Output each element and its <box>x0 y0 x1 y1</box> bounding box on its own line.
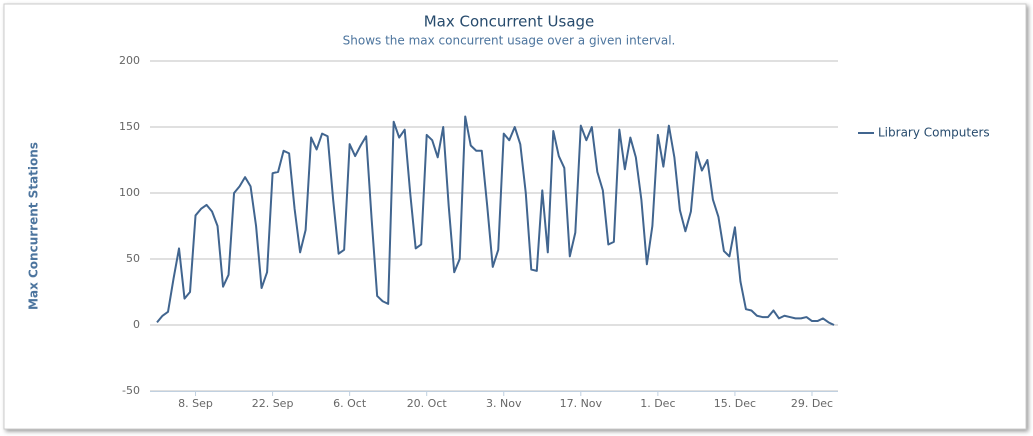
x-tick-label: 8. Sep <box>178 397 213 410</box>
y-axis-title: Max Concurrent Stations <box>27 142 41 310</box>
x-tick-label: 17. Nov <box>560 397 603 410</box>
x-tick-label: 3. Nov <box>486 397 522 410</box>
y-tick-label: -50 <box>122 384 140 397</box>
frame <box>3 3 1027 430</box>
legend-label: Library Computers <box>878 126 990 140</box>
x-tick-label: 6. Oct <box>333 397 367 410</box>
y-tick-label: 150 <box>119 120 140 133</box>
chart-title: Max Concurrent Usage <box>424 13 595 31</box>
x-tick-label: 29. Dec <box>791 397 833 410</box>
y-tick-label: 50 <box>126 252 140 265</box>
x-tick-label: 15. Dec <box>714 397 756 410</box>
y-tick-label: 0 <box>133 318 140 331</box>
x-tick-label: 1. Dec <box>640 397 675 410</box>
chart-subtitle: Shows the max concurrent usage over a gi… <box>343 34 676 48</box>
x-tick-label: 22. Sep <box>252 397 294 410</box>
y-tick-label: 100 <box>119 186 140 199</box>
series-line <box>156 115 835 326</box>
x-tick-label: 20. Oct <box>407 397 448 410</box>
y-tick-label: 200 <box>119 54 140 67</box>
